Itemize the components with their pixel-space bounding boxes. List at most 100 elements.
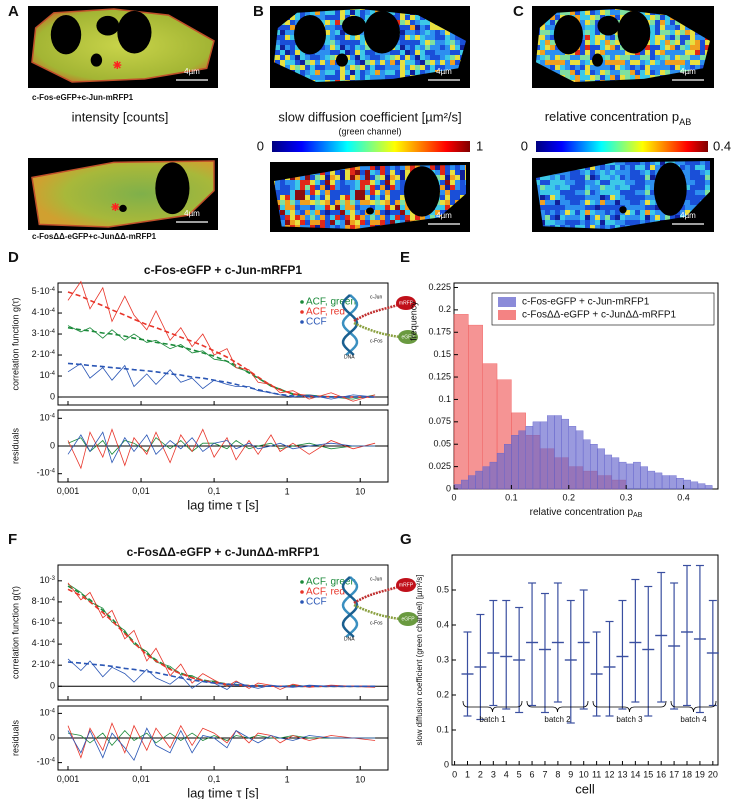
histogram-bar bbox=[669, 475, 677, 490]
data-line bbox=[67, 658, 376, 690]
y-axis-title: residuals bbox=[10, 427, 20, 464]
residual-y-tick-label-exponent: -4 bbox=[50, 413, 56, 419]
x-tick-label: 11 bbox=[592, 769, 601, 779]
data-line bbox=[67, 280, 376, 402]
histogram-bar bbox=[582, 439, 591, 490]
x-tick-label: 0 bbox=[452, 769, 457, 779]
fit-line bbox=[67, 588, 376, 688]
inset-label: eGFP bbox=[401, 334, 415, 340]
data-line bbox=[67, 582, 376, 690]
histogram-bar bbox=[597, 448, 605, 490]
y-tick-label-text: 6·10 bbox=[32, 617, 50, 627]
y-tick-label-exponent: -4 bbox=[50, 308, 56, 314]
colorbar-tick-label: 0 bbox=[521, 138, 528, 153]
y-tick-label-text: 10 bbox=[40, 370, 50, 380]
y-tick-label: 10-4 bbox=[40, 370, 56, 380]
x-tick-label: 0.2 bbox=[563, 492, 576, 502]
x-tick-label: 0 bbox=[451, 492, 456, 502]
x-axis-title: lag time τ [s] bbox=[187, 785, 259, 799]
y-tick-label: 2·10-4 bbox=[32, 660, 56, 670]
x-tick-label: 8 bbox=[555, 769, 560, 779]
histogram-bar bbox=[704, 485, 713, 490]
y-tick-label: 0.15 bbox=[433, 349, 451, 359]
batch-label: batch 2 bbox=[544, 715, 571, 724]
x-tick-label: 1 bbox=[285, 774, 290, 784]
y-tick-label: 2·10-4 bbox=[32, 349, 56, 359]
fit-line bbox=[67, 362, 376, 398]
residual-line bbox=[67, 727, 376, 762]
legend-marker bbox=[300, 310, 304, 314]
x-tick-label: 0,01 bbox=[132, 486, 150, 496]
protein-chain bbox=[353, 303, 399, 323]
data-line bbox=[67, 583, 376, 687]
y-tick-label: 5·10-4 bbox=[32, 286, 56, 296]
x-tick-label: 20 bbox=[708, 769, 718, 779]
histogram-bar bbox=[525, 426, 534, 490]
y-axis-title: slow diffusion coefficient (green channe… bbox=[415, 574, 424, 745]
nucleolus bbox=[653, 162, 687, 216]
legend-box bbox=[491, 292, 715, 326]
plot-frame bbox=[451, 554, 719, 766]
y-axis-title: frequency bbox=[408, 301, 418, 341]
nucleolus bbox=[50, 15, 82, 55]
y-tick-label: 0 bbox=[50, 391, 55, 401]
x-tick-label: 2 bbox=[478, 769, 483, 779]
x-tick-label: 5 bbox=[517, 769, 522, 779]
histogram-bar bbox=[625, 463, 634, 490]
y-tick-label-exponent: -3 bbox=[50, 575, 56, 581]
image-title-text: relative concentration p bbox=[545, 109, 679, 124]
nucleolus bbox=[597, 15, 620, 36]
x-axis-title: lag time τ [s] bbox=[187, 497, 259, 512]
batch-brace bbox=[592, 700, 667, 713]
histogram-bar bbox=[482, 466, 491, 490]
y-tick-label-text: 4·10 bbox=[32, 307, 50, 317]
y-tick-label: 0.1 bbox=[436, 724, 449, 734]
x-tick-label: 10 bbox=[579, 769, 589, 779]
histogram-bar bbox=[697, 483, 706, 490]
inset-label: c-Fos bbox=[370, 338, 383, 344]
nucleolus bbox=[404, 166, 440, 217]
x-tick-label: 19 bbox=[695, 769, 705, 779]
y-tick-label-text: 4·10 bbox=[32, 638, 50, 648]
histogram-bar bbox=[504, 444, 512, 490]
x-tick-label-text: 0,1 bbox=[208, 486, 221, 496]
x-tick-label: 0,1 bbox=[208, 486, 221, 496]
image-caption: c-FosΔΔ-eGFP+c-JunΔΔ-mRFP1 bbox=[32, 232, 157, 241]
y-tick-label: 0.225 bbox=[428, 282, 451, 292]
batch-label: batch 4 bbox=[680, 715, 707, 724]
x-tick-label: 0,001 bbox=[57, 486, 80, 496]
x-tick-label-text: 0,1 bbox=[208, 774, 221, 784]
residual-y-tick-label-text: 10 bbox=[40, 413, 50, 423]
batch-brace bbox=[526, 700, 589, 713]
histogram-bar bbox=[475, 470, 483, 490]
nucleolus bbox=[592, 53, 603, 67]
x-tick-label: 0,01 bbox=[132, 774, 150, 784]
histogram-bar bbox=[460, 479, 469, 490]
residual-line bbox=[67, 437, 376, 455]
nucleolus bbox=[90, 53, 103, 67]
legend-marker bbox=[300, 580, 304, 584]
nucleolus bbox=[619, 206, 627, 214]
nucleolus bbox=[342, 15, 366, 36]
x-tick-label: 0.3 bbox=[620, 492, 633, 502]
x-tick-label-text: 0,01 bbox=[132, 486, 150, 496]
legend-label: ACF, green bbox=[306, 297, 356, 308]
y-tick-label: 10-3 bbox=[40, 575, 56, 585]
x-tick-label: 0,1 bbox=[208, 774, 221, 784]
protein-chain bbox=[353, 603, 401, 621]
histogram-bar bbox=[611, 457, 620, 490]
x-tick-label-text: 0,01 bbox=[132, 774, 150, 784]
scale-bar-label: 4µm bbox=[436, 211, 452, 220]
y-tick-label-text: 3·10 bbox=[32, 328, 50, 338]
residual-y-tick-label: -10-4 bbox=[37, 468, 56, 478]
panel-label: C bbox=[513, 3, 524, 20]
histogram-bar bbox=[683, 479, 691, 490]
x-tick-label: 7 bbox=[542, 769, 547, 779]
x-tick-label: 14 bbox=[630, 769, 640, 779]
residual-y-tick-label-text: -10 bbox=[37, 468, 50, 478]
x-axis-title: cell bbox=[575, 781, 595, 796]
x-tick-label: 1 bbox=[465, 769, 470, 779]
data-line bbox=[67, 325, 376, 400]
x-tick-label: 18 bbox=[682, 769, 692, 779]
nucleolus bbox=[294, 15, 326, 55]
